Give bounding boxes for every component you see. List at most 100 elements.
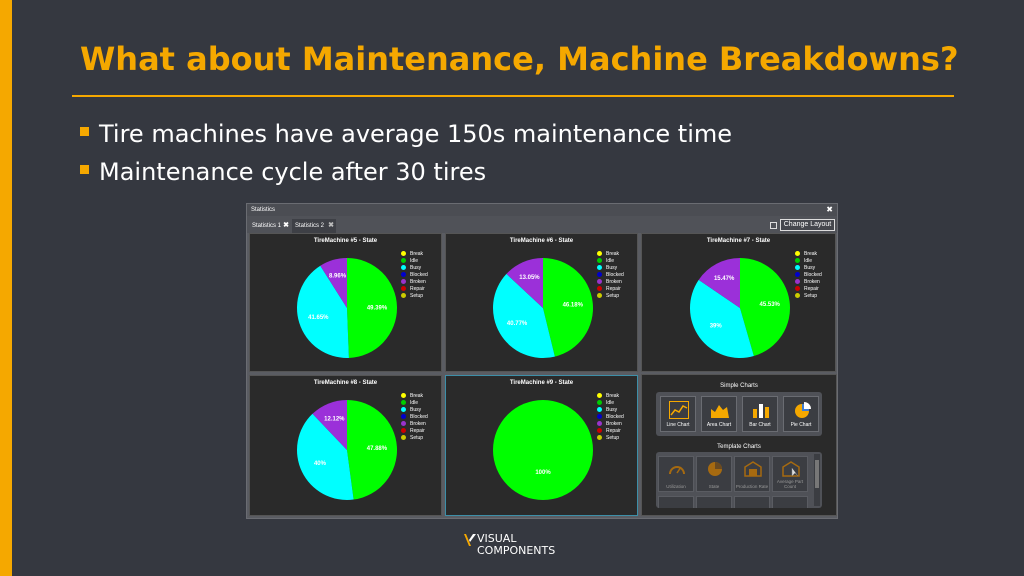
legend-item: Idle (597, 257, 624, 264)
legend-label: Repair (410, 285, 425, 292)
pie-slice (346, 258, 397, 358)
chart-legend: Break Idle Busy Blocked Broken Repair Setup (597, 250, 624, 299)
close-tab-icon[interactable]: ✖ (328, 222, 334, 229)
simple-charts-group: Line Chart Area Chart Bar Chart Pie Char… (656, 392, 822, 436)
legend-item: Blocked (401, 413, 428, 420)
chart-panel[interactable]: TireMachine #9 - State Break Idle Busy Block… (445, 375, 638, 516)
window-titlebar: Statistics ✖ (247, 204, 837, 216)
legend-swatch (401, 293, 406, 298)
area-chart-button[interactable]: Area Chart (701, 396, 737, 432)
logo-line1: VISUAL (477, 532, 517, 545)
legend-label: Idle (804, 257, 813, 264)
legend-item: Setup (597, 434, 624, 441)
legend-item: Idle (401, 399, 428, 406)
legend-label: Idle (606, 257, 615, 264)
legend-item: Break (401, 250, 428, 257)
part-count-icon (782, 461, 800, 477)
chart-title: TireMachine #7 - State (706, 238, 771, 244)
legend-label: Repair (804, 285, 819, 292)
production-rate-button[interactable]: Production Rate (734, 456, 770, 492)
pie-slice (296, 413, 354, 500)
template-chart-button[interactable] (734, 496, 770, 508)
legend-label: Repair (606, 285, 621, 292)
legend-label: Broken (606, 420, 622, 427)
legend-item: Broken (597, 420, 624, 427)
close-tab-icon[interactable]: ✖ (283, 222, 289, 229)
window-title: Statistics (251, 207, 276, 213)
utilization-button[interactable]: Utilization (658, 456, 694, 492)
button-label: Production Rate (735, 484, 769, 489)
legend-item: Broken (795, 278, 822, 285)
area-chart-icon (711, 405, 729, 418)
chart-title: TireMachine #6 - State (509, 238, 574, 244)
pie-slice (346, 400, 397, 500)
chart-panel[interactable]: TireMachine #6 - State Break Idle Busy Block… (445, 233, 638, 372)
legend-item: Break (401, 392, 428, 399)
template-chart-button[interactable] (696, 496, 732, 508)
bar-chart-icon (753, 404, 769, 418)
tab-statistics-2[interactable]: Statistics 2 ✖ (292, 219, 336, 233)
legend-label: Blocked (410, 413, 428, 420)
legend-label: Broken (410, 278, 426, 285)
legend-label: Busy (410, 264, 422, 271)
scrollbar-thumb[interactable] (815, 460, 819, 488)
legend-label: Setup (410, 434, 424, 441)
legend-swatch (795, 265, 800, 270)
legend-swatch (401, 272, 406, 277)
pie-slice-label: 13.05% (519, 275, 540, 281)
legend-label: Blocked (606, 413, 624, 420)
bar-chart-button[interactable]: Bar Chart (742, 396, 778, 432)
template-chart-button[interactable] (772, 496, 808, 508)
legend-label: Repair (606, 427, 621, 434)
template-scrollbar[interactable] (814, 454, 820, 506)
legend-label: Busy (410, 406, 422, 413)
average-part-count-button[interactable]: Average Part Count (772, 456, 808, 492)
legend-item: Idle (401, 257, 428, 264)
template-charts-group: Utilization State Production Rate Averag… (656, 452, 822, 508)
chart-title: TireMachine #5 - State (313, 238, 378, 244)
logo-text: VISUAL COMPONENTS (477, 533, 555, 557)
legend-swatch (597, 393, 602, 398)
legend-label: Broken (410, 420, 426, 427)
tab-label: Statistics 1 (252, 223, 282, 229)
legend-item: Blocked (795, 271, 822, 278)
legend-label: Setup (606, 434, 620, 441)
legend-label: Break (804, 250, 818, 257)
chart-panel[interactable]: TireMachine #7 - State Break Idle Busy Block… (641, 233, 836, 372)
pie-slice (319, 258, 347, 308)
legend-item: Busy (401, 406, 428, 413)
change-layout-button[interactable]: Change Layout (780, 219, 835, 231)
pie-chart: 46.18% 40.77% 13.05% (492, 258, 593, 358)
template-chart-button[interactable] (658, 496, 694, 508)
bullet-square-icon (80, 164, 89, 174)
button-label: State (708, 484, 720, 489)
chart-panel[interactable]: TireMachine #5 - State Break Idle Busy Block… (249, 233, 442, 372)
legend-label: Blocked (410, 271, 428, 278)
legend-item: Repair (597, 285, 624, 292)
pie-slice (542, 258, 593, 357)
legend-item: Break (597, 392, 624, 399)
legend-swatch (597, 258, 602, 263)
legend-item: Setup (597, 292, 624, 299)
layout-checkbox[interactable] (770, 222, 777, 229)
pie-chart-button[interactable]: Pie Chart (783, 396, 819, 432)
visual-components-logo-icon (464, 534, 476, 546)
close-icon[interactable]: ✖ (826, 205, 833, 214)
state-button[interactable]: State (696, 456, 732, 492)
legend-item: Setup (401, 434, 428, 441)
legend-swatch (597, 400, 602, 405)
legend-item: Busy (795, 264, 822, 271)
legend-swatch (401, 265, 406, 270)
chart-panel[interactable]: TireMachine #8 - State Break Idle Busy Block… (249, 375, 442, 516)
legend-swatch (401, 400, 406, 405)
line-chart-button[interactable]: Line Chart (660, 396, 696, 432)
chart-legend: Break Idle Busy Blocked Broken Repair Setup (401, 392, 428, 441)
pie-slice-label: 40.77% (506, 321, 527, 327)
button-label: Area Chart (706, 422, 732, 428)
pie-chart: 47.88% 40% 12.12% (296, 400, 397, 500)
tab-statistics-1[interactable]: Statistics 1 ✖ (249, 219, 291, 233)
legend-item: Broken (401, 420, 428, 427)
legend-swatch (597, 407, 602, 412)
legend-swatch (795, 272, 800, 277)
pie-slice-label: 49.39% (366, 305, 387, 311)
